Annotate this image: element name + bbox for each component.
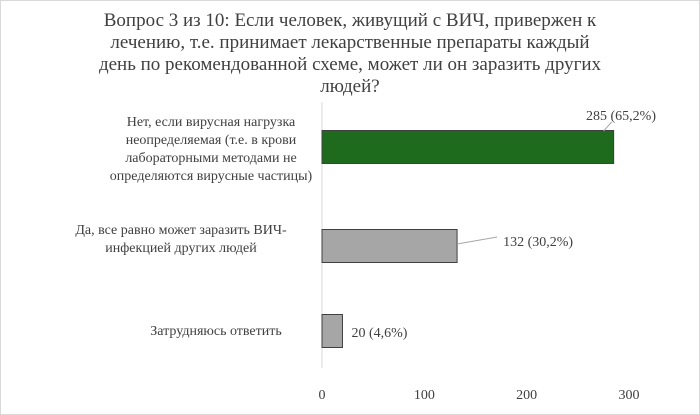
bar-1 <box>321 130 615 164</box>
data-label-1: 285 (65,2%) <box>586 109 656 124</box>
category-label-3: Затрудняюсь ответить <box>150 324 282 339</box>
x-tick-label-0: 0 <box>319 388 326 403</box>
category-label-2: Да, все равно может заразить ВИЧ-инфекци… <box>75 223 287 256</box>
data-label-2: 132 (30,2%) <box>503 235 573 250</box>
x-tick-label-200: 200 <box>516 388 537 403</box>
chart-title: Вопрос 3 из 10: Если человек, живущий с … <box>98 10 602 97</box>
data-label-3: 20 (4,6%) <box>351 326 407 341</box>
x-tick-label-300: 300 <box>619 388 640 403</box>
leader-line-2 <box>456 236 498 245</box>
category-label-1: Нет, если вирусная нагрузка неопределяем… <box>109 115 313 184</box>
x-tick-label-100: 100 <box>414 388 435 403</box>
leader-line-1 <box>603 121 613 132</box>
bar-2 <box>321 229 458 263</box>
bar-3 <box>321 314 343 348</box>
